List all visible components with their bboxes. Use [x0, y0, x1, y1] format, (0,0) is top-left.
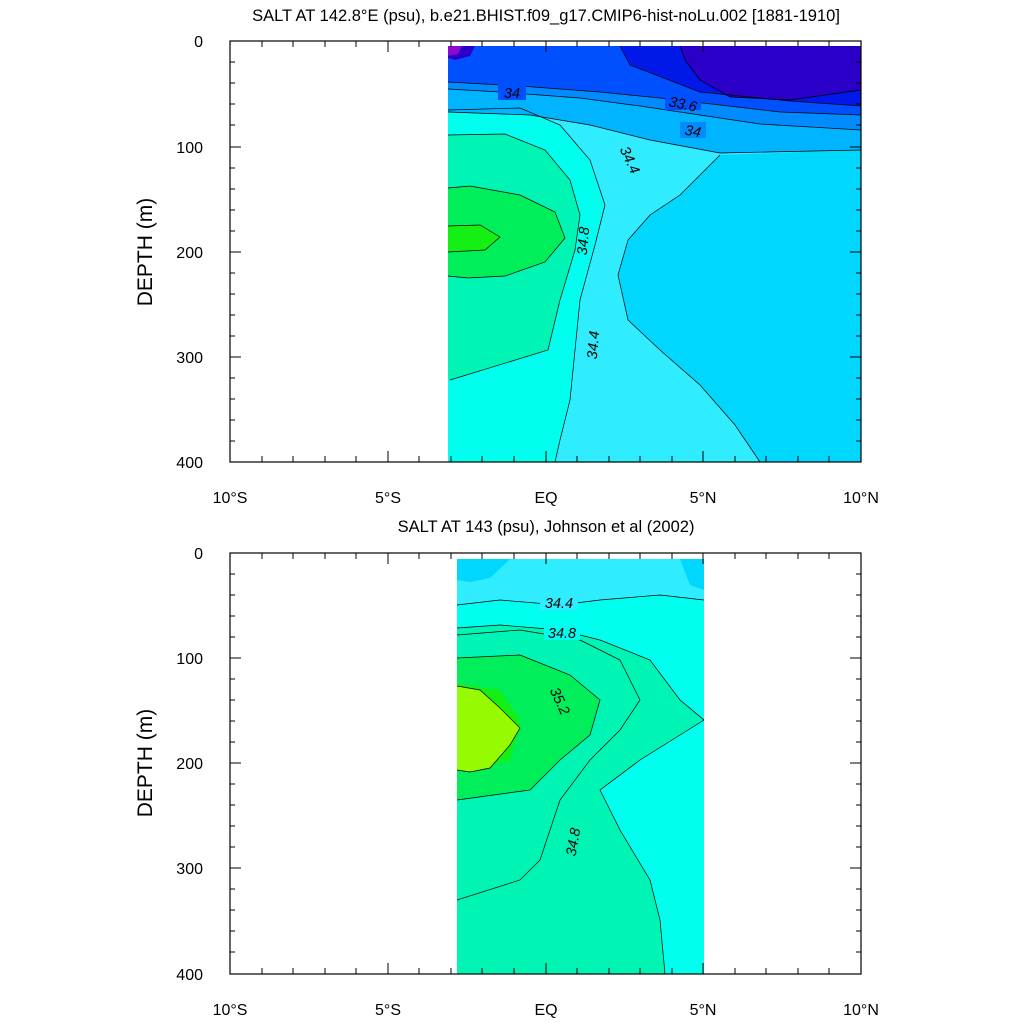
x-tick-label: 5°N	[690, 1002, 717, 1019]
x-tick-label: 10°N	[843, 490, 879, 507]
x-tick-labels: 10°S 5°S EQ 5°N 10°N	[213, 1002, 879, 1019]
band-34-2	[457, 559, 704, 605]
y-tick-label: 200	[176, 245, 203, 262]
contour-line	[457, 594, 704, 606]
x-tick-label: 5°S	[375, 1002, 401, 1019]
contour-line	[448, 224, 501, 253]
x-tick-label: 10°S	[213, 1002, 248, 1019]
x-tick-label: 10°S	[213, 490, 248, 507]
contour-line	[679, 46, 861, 101]
x-tick-label: 5°N	[690, 490, 717, 507]
contour-line	[619, 46, 861, 107]
y-ticks	[230, 40, 861, 463]
band-34-0-east	[680, 559, 704, 590]
panel-model: SALT AT 142.8°E (psu), b.e21.BHIST.f09_g…	[134, 7, 879, 507]
x-tick-label: 10°N	[843, 1002, 879, 1019]
contour-label: 34	[683, 123, 702, 142]
band-35-4	[448, 225, 500, 252]
y-tick-label: 200	[176, 756, 203, 773]
y-axis-label: DEPTH (m)	[134, 709, 157, 818]
y-ticks	[230, 552, 861, 975]
x-tick-label: 5°S	[375, 490, 401, 507]
salinity-field: 34 33.6 34 34.4 34.8 34.4	[448, 46, 861, 462]
chart-title: SALT AT 142.8°E (psu), b.e21.BHIST.f09_g…	[252, 7, 840, 25]
contour-label: 34.8	[548, 626, 576, 642]
contour-line	[448, 107, 606, 462]
contour-line	[617, 154, 761, 462]
contour-label: 34.4	[585, 330, 603, 360]
band-35-2	[448, 186, 565, 278]
contour-line	[457, 654, 601, 801]
contour-line	[448, 185, 566, 279]
contour-label: 34.8	[575, 226, 593, 256]
contour-line	[457, 624, 704, 721]
y-tick-label: 100	[176, 651, 203, 668]
contour-label: 34	[504, 86, 520, 102]
contour-line	[448, 111, 861, 154]
x-tick-labels: 10°S 5°S EQ 5°N 10°N	[213, 490, 879, 507]
y-tick-label: 0	[194, 546, 203, 563]
band-34-4-east-lower	[600, 720, 704, 974]
y-tick-label: 400	[176, 455, 203, 472]
contour-label: 34.4	[545, 596, 573, 612]
x-ticks	[229, 553, 862, 974]
y-tick-label: 300	[176, 350, 203, 367]
contour-line	[457, 685, 521, 773]
y-tick-label: 100	[176, 140, 203, 157]
y-tick-labels: 0 100 200 300 400	[176, 546, 203, 984]
x-ticks	[229, 41, 862, 462]
contour-label: 33.6	[667, 94, 699, 116]
contour-line	[448, 133, 581, 381]
x-tick-label: EQ	[534, 1002, 557, 1019]
band-35-6	[457, 686, 520, 772]
y-tick-label: 300	[176, 861, 203, 878]
salinity-field: 34.4 34.8 35.2 34.8	[457, 559, 704, 974]
band-33-0-west	[448, 46, 462, 56]
band-34-0	[457, 559, 510, 582]
y-tick-labels: 0 100 200 300 400	[176, 34, 203, 472]
x-tick-label: EQ	[534, 490, 557, 507]
y-tick-label: 400	[176, 967, 203, 984]
y-tick-label: 0	[194, 34, 203, 51]
band-33-4	[680, 46, 861, 100]
contour-label: 34.8	[564, 827, 585, 858]
band-34-4-east	[618, 150, 861, 462]
y-axis-label: DEPTH (m)	[134, 198, 157, 307]
contour-line	[599, 719, 704, 974]
chart-title: SALT AT 143 (psu), Johnson et al (2002)	[398, 518, 695, 536]
panel-observations: SALT AT 143 (psu), Johnson et al (2002)	[134, 518, 879, 1019]
